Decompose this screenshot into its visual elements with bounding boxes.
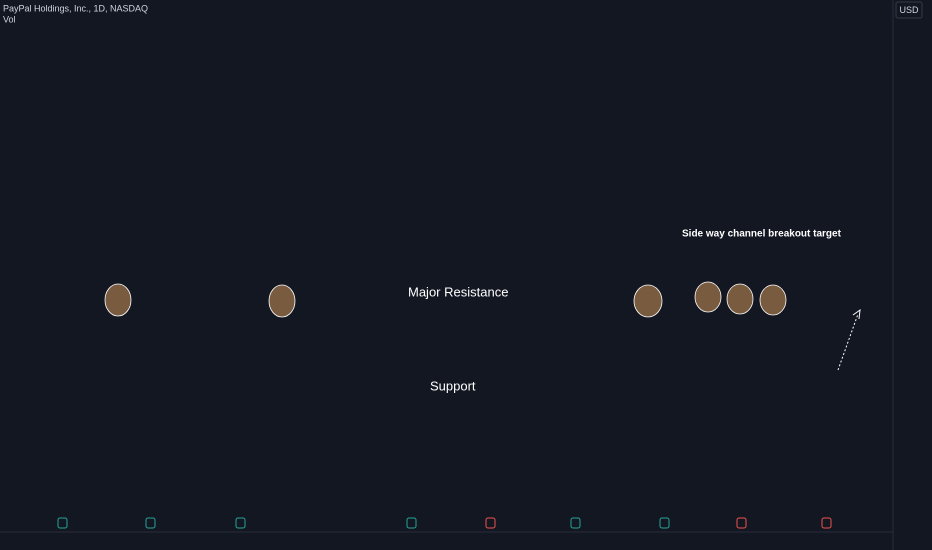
pivot-circles [104, 281, 787, 318]
target-label: Side way channel breakout target [682, 229, 842, 240]
support-label: Support [430, 378, 476, 393]
currency-box[interactable] [895, 1, 923, 19]
currency[interactable]: USD [899, 5, 919, 15]
chart-title: PayPal Holdings, Inc., 1D, NASDAQ [3, 3, 148, 13]
resistance-label: Major Resistance [408, 284, 508, 299]
volume-label: Vol [3, 14, 16, 24]
earnings-icons [57, 517, 832, 529]
breakout-arrow [837, 308, 861, 371]
